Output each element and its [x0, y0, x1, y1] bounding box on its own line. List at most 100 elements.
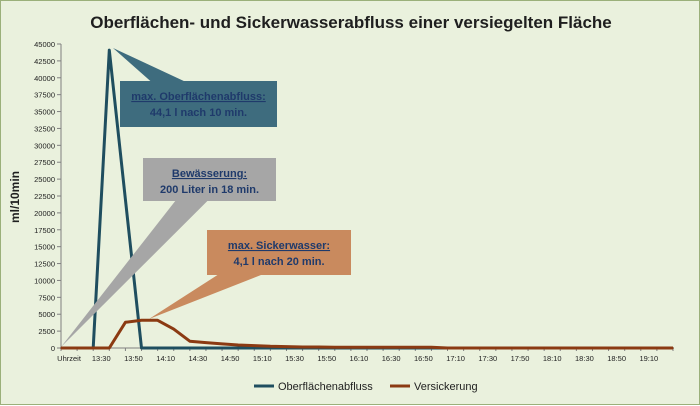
data-point-oberflaechenabfluss [124, 198, 127, 201]
data-point-versickerung [543, 347, 545, 349]
x-tick-label: 16:50 [414, 354, 433, 363]
x-tick-label: 18:50 [607, 354, 626, 363]
x-tick-label: 15:10 [253, 354, 272, 363]
data-point-versickerung [301, 346, 304, 348]
legend-label: Oberflächenabfluss [278, 381, 373, 393]
data-point-versickerung [623, 347, 626, 349]
callouts: max. Oberflächenabfluss: 44,1 l nach 10 m… [61, 48, 351, 347]
y-tick-label: 2500 [38, 327, 55, 336]
data-point-versickerung [672, 347, 674, 349]
callout: max. Sickerwasser: 4,1 l nach 20 min. [149, 230, 351, 319]
y-tick-label: 27500 [34, 158, 55, 167]
y-tick-label: 7500 [38, 293, 55, 302]
data-point-versickerung [253, 344, 256, 347]
callout-box [207, 230, 351, 275]
x-tick-label: 18:30 [575, 354, 594, 363]
callout-title: Bewässerung: [172, 168, 247, 180]
y-axis-label: ml/10min [8, 171, 22, 223]
y-tick-label: 45000 [34, 40, 55, 49]
x-tick-label: Uhrzeit [57, 354, 82, 363]
data-point-versickerung [591, 347, 594, 349]
y-tick-label: 0 [51, 344, 55, 353]
data-point-versickerung [317, 346, 320, 348]
x-tick-label: 14:50 [221, 354, 240, 363]
data-point-oberflaechenabfluss [237, 347, 239, 349]
x-ticks: Uhrzeit 13:30 13:50 14:10 14:30 14:50 15:10 15:… [57, 348, 674, 363]
callout-title: max. Sickerwasser: [228, 240, 330, 252]
data-point-versickerung [495, 347, 497, 349]
data-point-versickerung [221, 343, 223, 345]
data-point-versickerung [334, 346, 336, 349]
data-point-oberflaechenabfluss [205, 347, 207, 349]
data-point-versickerung [656, 347, 658, 349]
y-tick-label: 12500 [34, 260, 55, 269]
x-tick-label: 17:30 [478, 354, 497, 363]
y-tick-label: 5000 [38, 310, 55, 319]
chart-title: Oberflächen- und Sickerwasserabfluss ein… [90, 13, 612, 32]
data-point-versickerung [285, 345, 288, 348]
x-tick-label: 14:10 [156, 354, 175, 363]
data-point-versickerung [205, 341, 207, 344]
series-line-versickerung [61, 318, 673, 350]
data-point-oberflaechenabfluss [156, 347, 159, 349]
callout-title: max. Oberflächenabfluss: [131, 91, 266, 103]
x-tick-label: 13:50 [124, 354, 143, 363]
x-tick-label: 15:30 [285, 354, 304, 363]
x-tick-label: 15:50 [317, 354, 336, 363]
data-point-versickerung [430, 346, 433, 349]
data-point-versickerung [108, 347, 111, 349]
y-tick-label: 42500 [34, 57, 55, 66]
series-layer [60, 48, 674, 350]
data-point-versickerung [60, 347, 62, 349]
data-point-versickerung [527, 347, 529, 349]
x-tick-label: 16:30 [382, 354, 401, 363]
x-tick-label: 17:10 [446, 354, 465, 363]
data-point-versickerung [366, 346, 368, 349]
y-tick-label: 20000 [34, 209, 55, 218]
legend: Oberflächenabfluss Versickerung [254, 381, 478, 393]
y-tick-label: 37500 [34, 91, 55, 100]
data-point-versickerung [607, 347, 610, 349]
x-tick-label: 16:10 [350, 354, 369, 363]
callout: Bewässerung: 200 Liter in 18 min. [61, 158, 276, 347]
data-point-oberflaechenabfluss [108, 49, 111, 51]
x-tick-label: 18:10 [543, 354, 562, 363]
callout-box [143, 158, 276, 201]
data-point-versickerung [511, 347, 513, 349]
x-tick-label: 17:50 [511, 354, 530, 363]
data-point-versickerung [382, 346, 384, 349]
callout-text: 44,1 l nach 10 min. [150, 107, 247, 119]
callout: max. Oberflächenabfluss: 44,1 l nach 10 m… [113, 48, 277, 127]
data-point-versickerung [156, 319, 159, 322]
y-tick-label: 32500 [34, 124, 55, 133]
data-point-versickerung [478, 347, 481, 349]
data-point-oberflaechenabfluss [221, 347, 223, 349]
data-point-versickerung [172, 328, 175, 330]
data-point-oberflaechenabfluss [172, 347, 175, 349]
data-point-versickerung [446, 347, 449, 349]
data-point-versickerung [76, 347, 78, 349]
y-ticks: 0 2500 5000 7500 10000 12500 15000 17500 20000 22… [34, 40, 61, 353]
x-tick-label: 19:10 [639, 354, 658, 363]
data-point-versickerung [414, 346, 417, 349]
data-point-versickerung [575, 347, 578, 349]
data-point-versickerung [237, 344, 239, 346]
callout-box [120, 81, 277, 127]
data-point-versickerung [92, 347, 94, 349]
callout-pointer [61, 170, 220, 347]
y-tick-label: 22500 [34, 192, 55, 201]
callout-text: 200 Liter in 18 min. [160, 184, 259, 196]
y-tick-label: 17500 [34, 226, 55, 235]
y-tick-label: 35000 [34, 108, 55, 117]
data-point-versickerung [640, 347, 642, 349]
data-point-versickerung [559, 347, 562, 349]
data-point-oberflaechenabfluss [253, 347, 256, 349]
callout-text: 4,1 l nach 20 min. [233, 256, 324, 268]
data-point-versickerung [140, 319, 143, 322]
data-point-oberflaechenabfluss [189, 347, 191, 349]
x-tick-label: 14:30 [189, 354, 208, 363]
legend-label: Versickerung [414, 381, 478, 393]
data-point-versickerung [269, 345, 272, 348]
